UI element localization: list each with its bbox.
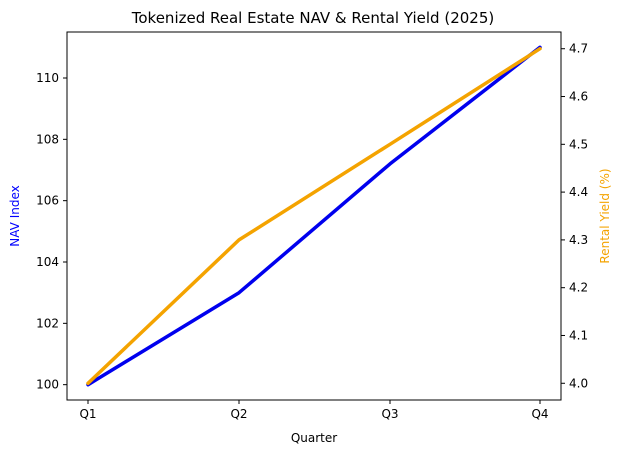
x-tick-label: Q1 [79, 407, 96, 421]
y-left-axis-label: NAV Index [8, 185, 22, 246]
series-layer [86, 45, 542, 387]
y-left-tick-label: 106 [36, 194, 59, 208]
x-tick-label: Q3 [381, 407, 398, 421]
rental-yield-line [86, 46, 542, 386]
y-left-tick-label: 110 [36, 71, 59, 85]
x-tick-label: Q4 [531, 407, 548, 421]
axes-layer: Q1 Q2 Q3 Q4 100 102 104 106 108 110 4.0 4.1 4.2 4.3 4.… [36, 42, 588, 421]
y-left-tick-label: 108 [36, 132, 59, 146]
nav-index-line [86, 45, 542, 387]
plot-frame [66, 31, 562, 401]
chart-title: Tokenized Real Estate NAV & Rental Yield… [131, 9, 494, 27]
y-right-tick-label: 4.5 [569, 137, 588, 151]
y-right-tick-label: 4.4 [569, 185, 588, 199]
x-axis-label: Quarter [291, 431, 337, 445]
y-right-tick-label: 4.6 [569, 90, 588, 104]
y-left-tick-label: 100 [36, 378, 59, 392]
y-right-tick-label: 4.7 [569, 42, 588, 56]
y-right-tick-label: 4.2 [569, 281, 588, 295]
y-right-tick-label: 4.0 [569, 376, 588, 390]
y-left-tick-label: 102 [36, 316, 59, 330]
y-right-tick-label: 4.1 [569, 328, 588, 342]
y-right-axis-label: Rental Yield (%) [598, 168, 612, 263]
x-tick-label: Q2 [230, 407, 247, 421]
y-left-tick-label: 104 [36, 255, 59, 269]
y-right-tick-label: 4.3 [569, 233, 588, 247]
